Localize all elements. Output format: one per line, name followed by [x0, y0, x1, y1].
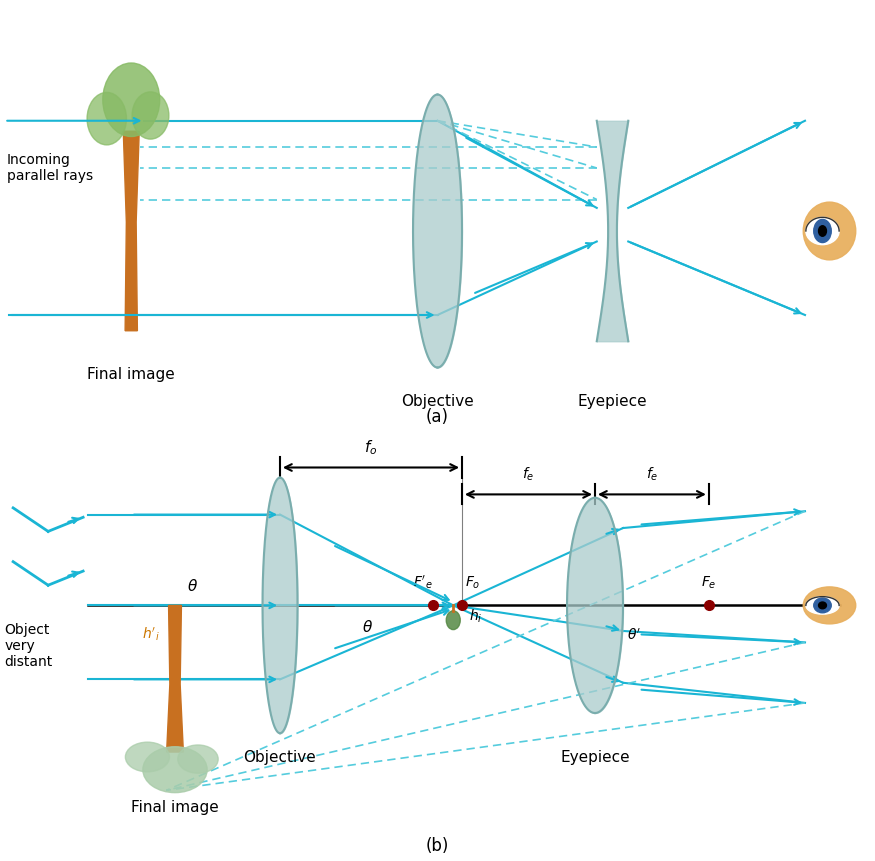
- Text: $f_e$: $f_e$: [522, 466, 535, 483]
- Text: $F_o$: $F_o$: [465, 574, 480, 591]
- Ellipse shape: [143, 746, 207, 793]
- Text: Object
very
distant: Object very distant: [4, 623, 52, 669]
- Text: $\theta '$: $\theta '$: [627, 629, 641, 643]
- Ellipse shape: [803, 202, 856, 260]
- Ellipse shape: [446, 610, 460, 629]
- Text: $F_e$: $F_e$: [701, 574, 717, 591]
- Ellipse shape: [132, 92, 169, 139]
- Ellipse shape: [125, 742, 170, 771]
- Text: Objective: Objective: [401, 393, 474, 409]
- Ellipse shape: [818, 602, 827, 609]
- Ellipse shape: [806, 597, 839, 614]
- Text: Final image: Final image: [131, 801, 219, 815]
- Ellipse shape: [806, 217, 839, 245]
- Text: $h_i$: $h_i$: [469, 607, 482, 624]
- Ellipse shape: [103, 63, 160, 137]
- Polygon shape: [166, 605, 184, 752]
- Text: $\theta$: $\theta$: [187, 578, 198, 593]
- Text: (a): (a): [426, 408, 449, 426]
- Polygon shape: [123, 131, 139, 331]
- Text: Eyepiece: Eyepiece: [560, 750, 630, 765]
- Text: Objective: Objective: [243, 750, 317, 765]
- Text: (b): (b): [426, 837, 449, 855]
- Text: $h'_i$: $h'_i$: [142, 626, 159, 643]
- Ellipse shape: [814, 220, 831, 243]
- Text: $F'_e$: $F'_e$: [413, 573, 432, 591]
- Ellipse shape: [803, 587, 856, 624]
- Text: $f_e$: $f_e$: [646, 466, 658, 483]
- Text: $f_o$: $f_o$: [364, 438, 378, 456]
- Text: $\theta$: $\theta$: [362, 619, 373, 635]
- Ellipse shape: [178, 745, 218, 773]
- Text: Incoming
parallel rays: Incoming parallel rays: [7, 153, 93, 183]
- Ellipse shape: [814, 598, 831, 613]
- Ellipse shape: [818, 226, 827, 236]
- Text: Final image: Final image: [88, 368, 175, 382]
- Text: Eyepiece: Eyepiece: [578, 393, 648, 409]
- Ellipse shape: [88, 92, 127, 145]
